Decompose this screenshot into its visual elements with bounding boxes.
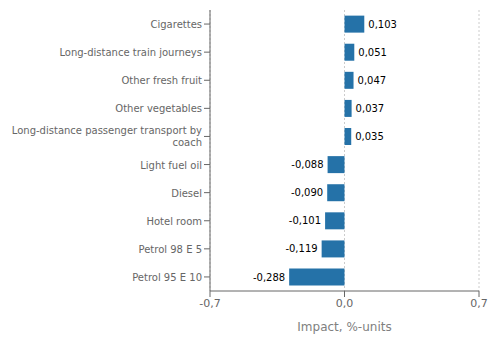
svg-text:Hotel room: Hotel room — [146, 215, 202, 226]
svg-text:0,7: 0,7 — [470, 297, 488, 310]
svg-text:0,0: 0,0 — [336, 297, 354, 310]
svg-text:-0,088: -0,088 — [291, 159, 323, 170]
svg-text:-0,101: -0,101 — [289, 215, 321, 226]
svg-text:Impact, %-units: Impact, %-units — [297, 320, 391, 334]
svg-text:Long-distance passenger transp: Long-distance passenger transport bycoac… — [12, 125, 202, 148]
svg-text:-0,288: -0,288 — [253, 272, 285, 283]
svg-text:0,035: 0,035 — [355, 131, 384, 142]
svg-text:Cigarettes: Cigarettes — [151, 19, 202, 30]
svg-text:Long-distance train journeys: Long-distance train journeys — [59, 47, 202, 58]
svg-text:Light fuel oil: Light fuel oil — [140, 159, 202, 170]
svg-text:0,103: 0,103 — [368, 19, 397, 30]
svg-text:0,037: 0,037 — [356, 103, 385, 114]
svg-text:Diesel: Diesel — [171, 187, 202, 198]
svg-text:-0,090: -0,090 — [291, 187, 323, 198]
svg-text:0,051: 0,051 — [358, 47, 387, 58]
svg-text:Other fresh fruit: Other fresh fruit — [121, 75, 202, 86]
svg-text:-0,7: -0,7 — [199, 297, 220, 310]
svg-text:-0,119: -0,119 — [285, 243, 317, 254]
svg-text:0,047: 0,047 — [358, 75, 387, 86]
svg-text:Petrol 98 E 5: Petrol 98 E 5 — [139, 243, 202, 254]
svg-text:Petrol 95 E 10: Petrol 95 E 10 — [132, 271, 202, 282]
svg-text:Other vegetables: Other vegetables — [115, 103, 202, 114]
